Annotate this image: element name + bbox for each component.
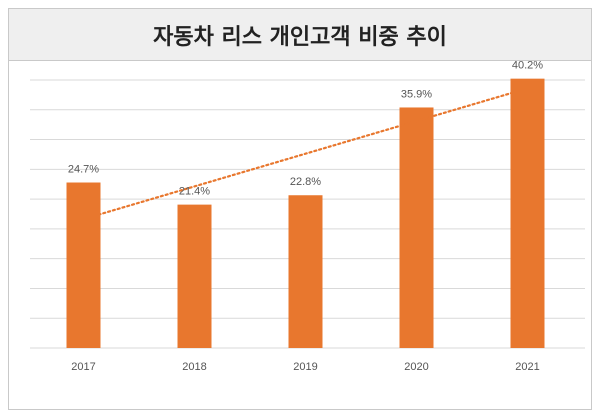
bar-2019 <box>288 195 323 348</box>
data-label-2021: 40.2% <box>512 60 543 72</box>
data-label-2017: 24.7% <box>68 164 99 176</box>
trendline <box>97 91 514 216</box>
bar-2021 <box>510 78 545 348</box>
data-label-2019: 22.8% <box>290 176 321 188</box>
bar-2018 <box>177 204 212 348</box>
bar-2020 <box>399 107 434 348</box>
x-tick-label-2020: 2020 <box>404 361 428 373</box>
title-bar: 자동차 리스 개인고객 비중 추이 <box>9 9 591 61</box>
x-tick-label-2017: 2017 <box>71 361 95 373</box>
x-tick-label-2019: 2019 <box>293 361 317 373</box>
data-label-2020: 35.9% <box>401 88 432 100</box>
bar-2017 <box>66 182 101 348</box>
data-label-2018: 21.4% <box>179 186 210 198</box>
x-tick-label-2021: 2021 <box>515 361 539 373</box>
x-tick-label-2018: 2018 <box>182 361 206 373</box>
chart-title: 자동차 리스 개인고객 비중 추이 <box>153 24 447 50</box>
